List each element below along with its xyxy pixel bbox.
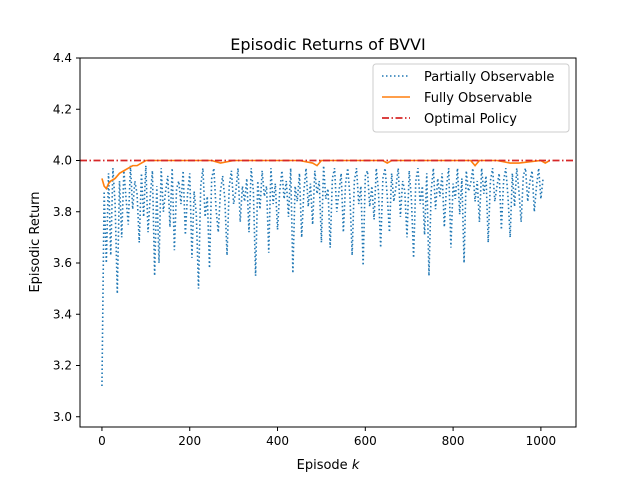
x-tick-label: 600 <box>354 434 377 448</box>
y-tick-label: 4.2 <box>53 102 72 116</box>
legend-label-fully-observable: Fully Observable <box>424 91 532 106</box>
legend-label-optimal-policy: Optimal Policy <box>424 112 517 127</box>
series-layer <box>80 159 576 387</box>
x-tick-label: 400 <box>266 434 289 448</box>
x-tick-label: 800 <box>442 434 465 448</box>
y-tick-label: 4.4 <box>53 51 72 65</box>
y-axis: 3.0 3.2 3.4 3.6 3.8 4.0 4.2 4.4 <box>53 51 80 424</box>
x-tick-label: 0 <box>98 434 106 448</box>
y-tick-label: 3.4 <box>53 307 72 321</box>
y-axis-label: Episodic Return <box>28 191 43 292</box>
legend-box <box>372 63 570 133</box>
x-tick-label: 200 <box>178 434 201 448</box>
x-axis-label-variable: k <box>352 458 360 473</box>
y-tick-label: 3.8 <box>53 205 72 219</box>
legend: Partially Observable Fully Observable Op… <box>372 63 570 133</box>
plot-area <box>79 57 577 428</box>
x-axis-label-text: Episode <box>297 458 348 473</box>
y-tick-label: 3.0 <box>53 410 72 424</box>
plot-frame <box>79 57 577 428</box>
x-axis-label: Episode k <box>297 458 360 473</box>
x-axis: 0 200 400 600 800 1000 <box>98 427 556 448</box>
x-tick-label: 1000 <box>526 434 557 448</box>
legend-label-partially-observable: Partially Observable <box>424 70 554 85</box>
series-line-partially-observable <box>101 165 544 387</box>
y-tick-label: 3.2 <box>53 359 72 373</box>
y-tick-label: 4.0 <box>53 154 72 168</box>
chart-title: Episodic Returns of BVVI <box>230 35 425 54</box>
y-tick-label: 3.6 <box>53 256 72 270</box>
